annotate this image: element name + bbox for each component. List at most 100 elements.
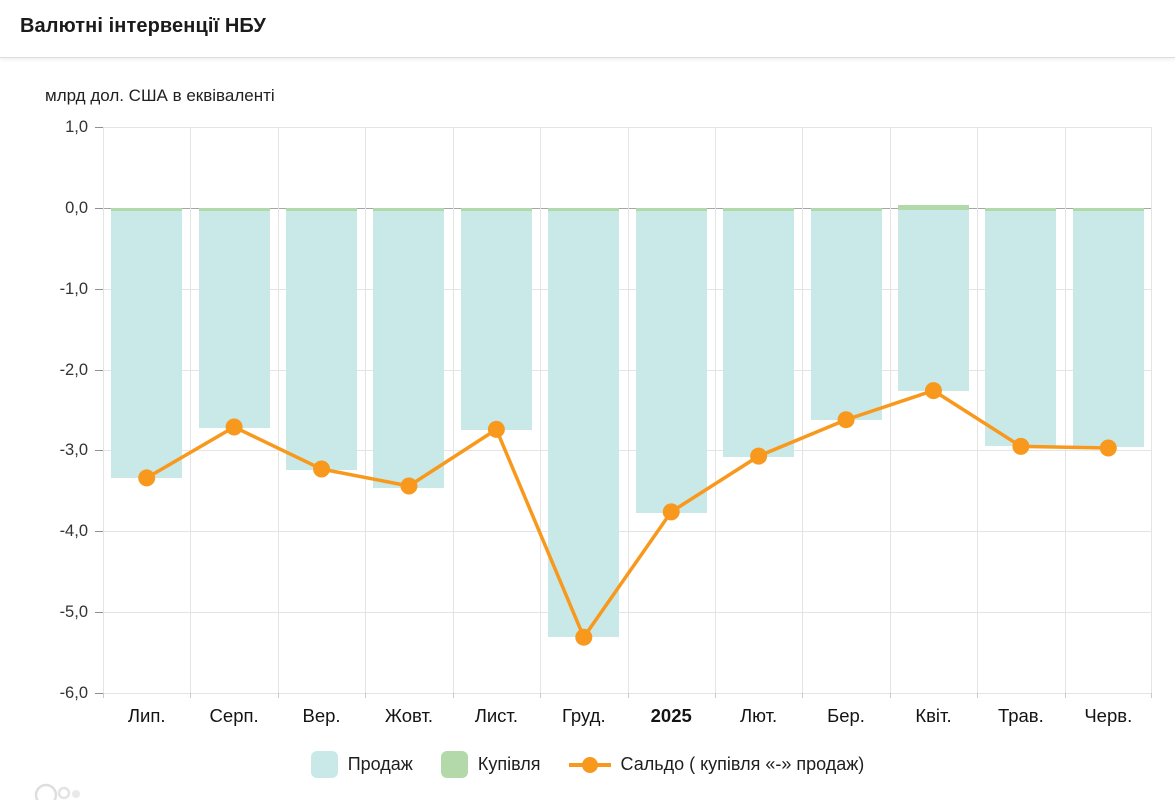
v-gridline — [540, 127, 541, 693]
prodazh-bar[interactable] — [111, 207, 183, 478]
chart-legend: Продаж Купівля Сальдо ( купівля «-» прод… — [0, 751, 1175, 778]
saldo-line — [145, 388, 1109, 641]
saldo-point[interactable] — [575, 628, 593, 646]
v-gridline — [890, 127, 891, 693]
kupivlia-bar[interactable] — [810, 207, 882, 211]
prodazh-bar[interactable] — [460, 207, 532, 431]
prodazh-bar[interactable] — [635, 207, 707, 513]
kupivlia-bar[interactable] — [635, 207, 707, 211]
kupivlia-bar[interactable] — [897, 204, 969, 210]
saldo-point[interactable] — [662, 503, 680, 521]
v-gridline — [802, 127, 803, 693]
y-tick-mark — [95, 207, 103, 209]
v-gridline — [715, 127, 716, 693]
kupivlia-bar[interactable] — [548, 207, 620, 211]
v-gridline — [1065, 127, 1066, 693]
h-gridline — [103, 693, 1152, 694]
y-tick-label: -1,0 — [59, 279, 88, 298]
prodazh-bar[interactable] — [373, 207, 445, 488]
legend-label-prodazh: Продаж — [347, 754, 413, 774]
y-axis-unit-label: млрд дол. США в еквіваленті — [45, 86, 275, 105]
v-gridline — [453, 127, 454, 693]
kupivlia-bar[interactable] — [723, 207, 795, 211]
x-tick-mark — [1151, 693, 1152, 698]
x-tick-label: Лист. — [474, 705, 518, 726]
saldo-point[interactable] — [487, 420, 505, 438]
x-tick-mark — [628, 693, 629, 698]
prodazh-bar[interactable] — [548, 207, 620, 638]
x-tick-label: Жовт. — [384, 705, 434, 726]
y-tick-label: -3,0 — [59, 441, 88, 460]
v-gridline — [365, 127, 366, 693]
x-tick-label: Трав. — [997, 705, 1044, 726]
x-tick-label: Черв. — [1084, 705, 1133, 726]
h-gridline — [103, 450, 1152, 452]
kupivlia-bar[interactable] — [373, 207, 445, 211]
page-header: Валютні інтервенції НБУ — [0, 0, 1175, 58]
legend-label-saldo: Сальдо ( купівля «-» продаж) — [620, 754, 865, 774]
legend-item-kupivlia[interactable]: Купівля — [440, 751, 541, 778]
watermark-logo-icon — [34, 783, 80, 800]
kupivlia-bar[interactable] — [198, 207, 270, 211]
x-tick-mark — [802, 693, 803, 698]
prodazh-bar[interactable] — [897, 207, 969, 392]
y-tick-label: -4,0 — [59, 522, 88, 541]
saldo-point[interactable] — [400, 477, 418, 495]
y-tick-label: -2,0 — [59, 360, 88, 379]
v-gridline — [628, 127, 629, 693]
prodazh-bar[interactable] — [810, 207, 882, 421]
x-tick-mark — [1065, 693, 1066, 698]
y-tick-label: 0,0 — [65, 198, 88, 217]
saldo-point[interactable] — [225, 418, 243, 436]
y-tick-label: -5,0 — [59, 603, 88, 622]
x-tick-mark — [103, 693, 104, 698]
saldo-point[interactable] — [924, 382, 942, 400]
kupivlia-bar[interactable] — [1072, 207, 1144, 211]
y-tick-label: -6,0 — [59, 684, 88, 702]
saldo-point[interactable] — [138, 469, 156, 487]
kupivlia-bar[interactable] — [111, 207, 183, 211]
x-tick-label: Лип. — [127, 705, 166, 726]
kupivlia-bar[interactable] — [460, 207, 532, 211]
h-gridline — [103, 127, 1152, 128]
x-tick-label: Лют. — [740, 705, 778, 726]
prodazh-bar[interactable] — [985, 207, 1057, 446]
saldo-point[interactable] — [1099, 439, 1117, 457]
x-tick-label: Квіт. — [915, 705, 952, 726]
saldo-point[interactable] — [313, 460, 331, 478]
saldo-point[interactable] — [750, 447, 768, 465]
y-tick-mark — [95, 127, 103, 128]
prodazh-bar[interactable] — [286, 207, 358, 470]
v-gridline — [278, 127, 279, 693]
y-tick-mark — [95, 531, 103, 533]
x-tick-label: 2025 — [650, 705, 692, 726]
h-gridline — [103, 369, 1152, 371]
prodazh-swatch-icon — [310, 751, 338, 778]
prodazh-bar[interactable] — [1072, 207, 1144, 448]
saldo-point[interactable] — [837, 411, 855, 429]
prodazh-bar[interactable] — [723, 207, 795, 457]
x-tick-label: Серп. — [209, 705, 259, 726]
x-tick-mark — [890, 693, 891, 698]
saldo-point[interactable] — [1012, 437, 1030, 455]
plot-area — [103, 127, 1152, 694]
legend-item-prodazh[interactable]: Продаж — [310, 751, 413, 778]
h-gridline — [103, 612, 1152, 614]
y-tick-mark — [95, 612, 103, 614]
zero-gridline — [103, 207, 1152, 209]
kupivlia-swatch-icon — [440, 751, 468, 778]
v-gridline — [190, 127, 191, 693]
y-tick-mark — [95, 288, 103, 290]
kupivlia-bar[interactable] — [985, 207, 1057, 211]
legend-item-saldo[interactable]: Сальдо ( купівля «-» продаж) — [568, 751, 865, 778]
h-gridline — [103, 531, 1152, 533]
y-tick-mark — [95, 369, 103, 371]
y-tick-label: 1,0 — [65, 118, 88, 136]
x-tick-mark — [715, 693, 716, 698]
page-title: Валютні інтервенції НБУ — [20, 15, 266, 37]
x-tick-mark — [540, 693, 541, 698]
x-tick-mark — [365, 693, 366, 698]
kupivlia-bar[interactable] — [286, 207, 358, 211]
prodazh-bar[interactable] — [198, 207, 270, 428]
